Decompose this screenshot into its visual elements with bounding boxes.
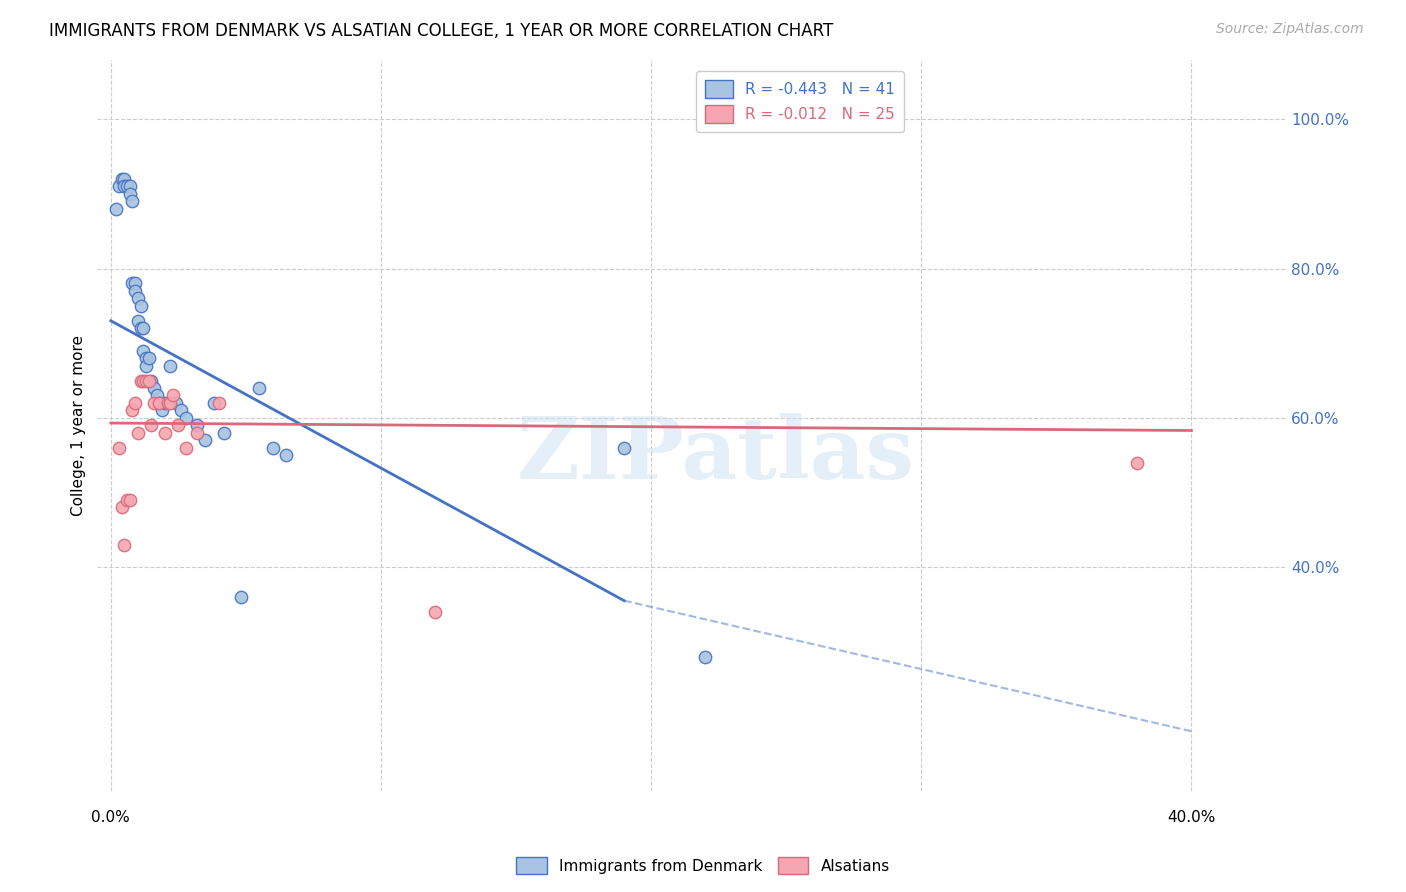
Point	[170, 403, 193, 417]
Point	[132, 321, 155, 335]
Point	[108, 179, 131, 194]
Point	[124, 284, 146, 298]
Point	[146, 388, 169, 402]
Text: 0.0%: 0.0%	[91, 810, 131, 824]
Point	[105, 202, 128, 216]
Point	[159, 396, 181, 410]
Point	[121, 403, 143, 417]
Point	[127, 292, 149, 306]
Point	[695, 649, 717, 664]
Point	[276, 448, 298, 462]
Point	[111, 500, 134, 515]
Point	[135, 351, 157, 365]
Point	[186, 418, 208, 433]
Point	[127, 425, 149, 440]
Point	[176, 410, 198, 425]
Point	[138, 351, 160, 365]
Point	[121, 277, 143, 291]
Point	[124, 396, 146, 410]
Point	[132, 374, 155, 388]
Point	[118, 186, 141, 201]
Point	[214, 425, 236, 440]
Point	[202, 396, 225, 410]
Point	[135, 359, 157, 373]
Point	[159, 359, 181, 373]
Point	[129, 374, 152, 388]
Legend: Immigrants from Denmark, Alsatians: Immigrants from Denmark, Alsatians	[510, 851, 896, 880]
Point	[112, 538, 135, 552]
Point	[249, 381, 271, 395]
Text: Source: ZipAtlas.com: Source: ZipAtlas.com	[1216, 22, 1364, 37]
Point	[194, 434, 217, 448]
Text: ZIPatlas: ZIPatlas	[516, 412, 914, 497]
Point	[112, 179, 135, 194]
Point	[138, 374, 160, 388]
Point	[129, 299, 152, 313]
Point	[111, 172, 134, 186]
Point	[135, 374, 157, 388]
Point	[162, 388, 184, 402]
Point	[112, 172, 135, 186]
Point	[124, 277, 146, 291]
Y-axis label: College, 1 year or more: College, 1 year or more	[72, 334, 86, 516]
Point	[165, 396, 187, 410]
Point	[118, 179, 141, 194]
Point	[141, 374, 163, 388]
Point	[148, 396, 170, 410]
Point	[423, 605, 446, 619]
Point	[143, 396, 166, 410]
Point	[167, 418, 190, 433]
Point	[115, 179, 138, 194]
Point	[118, 492, 141, 507]
Point	[129, 321, 152, 335]
Text: IMMIGRANTS FROM DENMARK VS ALSATIAN COLLEGE, 1 YEAR OR MORE CORRELATION CHART: IMMIGRANTS FROM DENMARK VS ALSATIAN COLL…	[49, 22, 834, 40]
Point	[156, 396, 179, 410]
Point	[208, 396, 231, 410]
Point	[229, 590, 252, 604]
Point	[108, 441, 131, 455]
Point	[148, 396, 170, 410]
Text: 40.0%: 40.0%	[1167, 810, 1216, 824]
Point	[141, 418, 163, 433]
Point	[121, 194, 143, 209]
Point	[1126, 456, 1149, 470]
Point	[132, 343, 155, 358]
Point	[153, 425, 176, 440]
Point	[176, 441, 198, 455]
Point	[115, 492, 138, 507]
Point	[150, 403, 173, 417]
Point	[143, 381, 166, 395]
Point	[613, 441, 636, 455]
Point	[186, 425, 208, 440]
Point	[262, 441, 284, 455]
Point	[153, 396, 176, 410]
Point	[127, 314, 149, 328]
Legend: R = -0.443   N = 41, R = -0.012   N = 25: R = -0.443 N = 41, R = -0.012 N = 25	[696, 70, 904, 132]
